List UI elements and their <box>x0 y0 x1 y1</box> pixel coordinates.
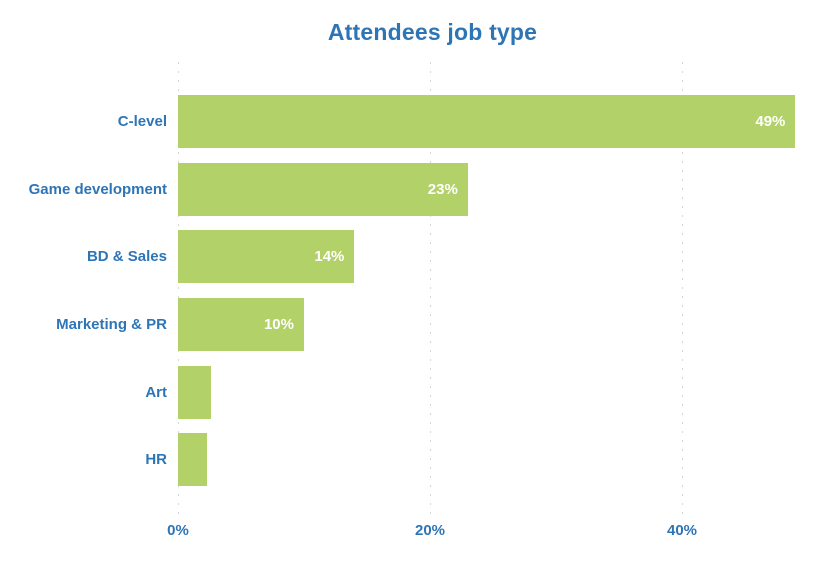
bar: 10% <box>178 298 304 352</box>
category-label: Game development <box>28 180 167 198</box>
x-tick-label: 20% <box>414 522 446 539</box>
bar-track: 49% <box>178 95 808 149</box>
category-label: BD & Sales <box>86 248 167 266</box>
bar-rows: C-level 49% Game development 23% BD & Sales 1… <box>0 62 825 494</box>
bar-row: C-level 49% <box>0 88 808 156</box>
bar-track: 14% <box>178 230 808 284</box>
category-label: C-level <box>117 113 167 131</box>
bar-row: Game development 23% <box>0 156 808 224</box>
x-tick-label: 0% <box>167 522 189 539</box>
bar-value-label: 10% <box>263 316 294 334</box>
category-label: Marketing & PR <box>56 316 167 334</box>
bar-track <box>178 433 808 487</box>
bar-row: BD & Sales 14% <box>0 223 808 291</box>
plot-area: C-level 49% Game development 23% BD & Sales 1… <box>0 62 825 520</box>
bar-track: 10% <box>178 298 808 352</box>
gridline <box>430 62 431 520</box>
x-axis: 0% 20% 40% <box>167 522 808 546</box>
chart-title: Attendees job type <box>327 19 538 45</box>
bar-value-label: 49% <box>755 113 786 131</box>
bar <box>178 433 207 487</box>
bar-value-label: 14% <box>314 248 345 266</box>
category-label: HR <box>145 451 167 469</box>
category-label: Art <box>145 383 167 401</box>
bar <box>178 365 211 419</box>
gridlines-layer <box>178 62 808 520</box>
bar: 23% <box>178 162 468 216</box>
bar-track: 23% <box>178 162 808 216</box>
gridline <box>178 62 179 520</box>
bar-value-label: 23% <box>427 180 458 198</box>
x-tick-label: 40% <box>666 522 698 539</box>
bar-row: Art <box>0 358 808 426</box>
gridline <box>682 62 683 520</box>
bar-row: HR <box>0 426 808 494</box>
bar-track <box>178 365 808 419</box>
bar: 14% <box>178 230 355 284</box>
bar-row: Marketing & PR 10% <box>0 291 808 359</box>
bar: 49% <box>178 95 796 149</box>
